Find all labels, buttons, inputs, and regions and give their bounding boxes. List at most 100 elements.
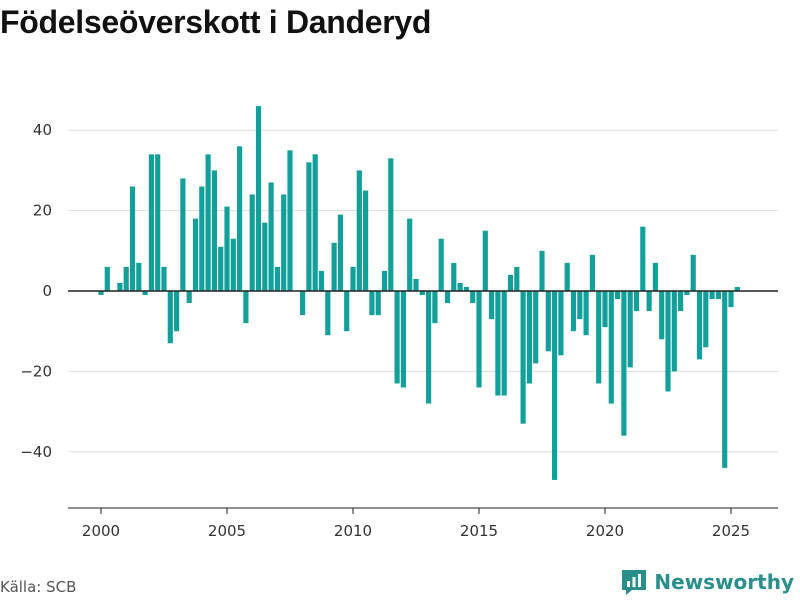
- bar: [558, 291, 564, 356]
- bar: [337, 214, 343, 291]
- bar: [230, 238, 236, 291]
- bar: [174, 291, 180, 332]
- bar: [640, 226, 646, 291]
- bar: [325, 291, 331, 336]
- bar: [463, 286, 469, 291]
- bar: [715, 291, 721, 300]
- bar: [237, 146, 243, 291]
- bar: [394, 291, 400, 384]
- bar: [136, 262, 142, 291]
- bar: [312, 154, 318, 291]
- bar: [627, 291, 633, 368]
- bar: [268, 182, 274, 291]
- bar: [602, 291, 608, 328]
- bar: [734, 286, 740, 291]
- bar: [633, 291, 640, 312]
- bar: [331, 242, 337, 291]
- bar: [520, 291, 526, 424]
- bar: [155, 154, 161, 291]
- bar: [577, 291, 583, 320]
- bar: [249, 194, 255, 291]
- x-tick-label: 2005: [208, 522, 246, 540]
- bar: [539, 250, 545, 291]
- bar: [615, 291, 621, 300]
- bar: [589, 254, 595, 291]
- bar: [419, 291, 425, 296]
- x-tick-labels: 2000 2005 2010 2015 2020 2025: [82, 522, 750, 540]
- bar: [444, 291, 451, 304]
- bar: [192, 218, 199, 291]
- x-tick-label: 2025: [712, 522, 750, 540]
- bar: [211, 170, 217, 291]
- bar: [552, 291, 558, 480]
- bar: [388, 158, 394, 291]
- bar: [451, 262, 457, 291]
- bar: [489, 291, 495, 320]
- gridlines: [68, 129, 778, 453]
- x-tick-label: 2015: [460, 522, 498, 540]
- source-label: Källa: SCB: [0, 578, 77, 596]
- bar: [659, 291, 665, 340]
- bar: [262, 222, 268, 291]
- bar: [300, 291, 306, 316]
- bar: [709, 291, 715, 300]
- bar: [356, 170, 362, 291]
- bar: [281, 194, 287, 291]
- bar: [482, 230, 488, 291]
- bar: [703, 291, 709, 348]
- bar: [243, 291, 249, 324]
- bar: [375, 291, 381, 316]
- bar: [596, 291, 602, 384]
- x-tick-label: 2000: [82, 522, 120, 540]
- bar: [545, 291, 551, 352]
- bar: [167, 291, 173, 344]
- y-tick-label: 40: [33, 121, 52, 139]
- bar: [457, 282, 463, 291]
- bar: [501, 291, 507, 396]
- bar: [476, 291, 482, 388]
- bar: [438, 238, 444, 291]
- bar: [344, 291, 350, 332]
- bar: [413, 278, 419, 291]
- bar: [205, 154, 211, 291]
- bars: [98, 106, 740, 480]
- bar: [646, 291, 652, 312]
- bar: [690, 254, 696, 291]
- bar: [381, 270, 388, 291]
- bar: [287, 150, 293, 291]
- bar: [564, 262, 570, 291]
- bar: [274, 266, 280, 291]
- bar: [318, 270, 325, 291]
- bar: [369, 291, 375, 316]
- bar: [255, 106, 262, 291]
- bar: [678, 291, 684, 312]
- y-tick-labels: 40 20 0 −20 −40: [20, 121, 52, 461]
- bar: [98, 291, 104, 296]
- bar: [363, 190, 369, 291]
- y-tick-label: 0: [42, 282, 52, 300]
- bar: [533, 291, 539, 364]
- newsworthy-logo-icon: [622, 570, 647, 595]
- bar: [426, 291, 432, 404]
- bar: [104, 266, 110, 291]
- bar: [186, 291, 192, 304]
- bar: [129, 186, 136, 291]
- bar: [495, 291, 501, 396]
- bar: [728, 291, 734, 308]
- bar: [608, 291, 614, 404]
- bar: [117, 282, 123, 291]
- x-tick-label: 2020: [586, 522, 624, 540]
- bar: [583, 291, 589, 336]
- bar: [507, 274, 514, 291]
- bar: [652, 262, 658, 291]
- brand-logo[interactable]: Newsworthy: [620, 568, 794, 596]
- bar: [432, 291, 438, 324]
- brand-name: Newsworthy: [654, 570, 794, 594]
- bar: [684, 291, 690, 296]
- bar: [180, 178, 186, 291]
- bar: [142, 291, 148, 296]
- y-tick-label: −20: [20, 362, 52, 380]
- bar: [621, 291, 627, 436]
- bar: [407, 218, 413, 291]
